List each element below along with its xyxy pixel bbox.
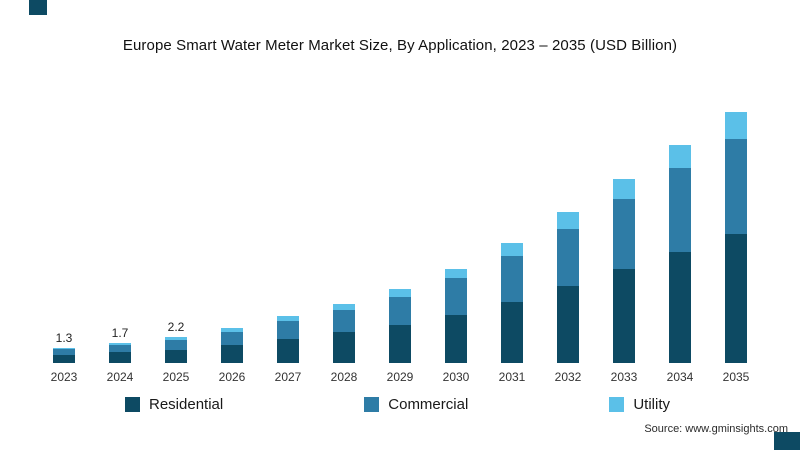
- bar-segment-residential: [501, 301, 523, 363]
- bar-column-2035: 2035: [710, 70, 762, 385]
- stacked-bar-2029: [389, 288, 411, 363]
- bar-segment-commercial: [725, 138, 747, 235]
- x-axis-label: 2033: [610, 370, 638, 384]
- x-axis-label: 2026: [218, 370, 246, 384]
- bar-segment-commercial: [389, 296, 411, 326]
- stacked-bar-2031: [501, 242, 523, 363]
- stacked-bar-2033: [613, 178, 635, 363]
- legend-label-utility: Utility: [633, 396, 670, 413]
- bar-segment-residential: [445, 314, 467, 363]
- bar-column-2024: 1.7 2024: [94, 70, 146, 385]
- x-axis-label: 2024: [106, 370, 134, 384]
- bar-column-2031: 2031: [486, 70, 538, 385]
- chart-title: Europe Smart Water Meter Market Size, By…: [122, 37, 678, 54]
- bar-column-2023: 1.3 2023: [38, 70, 90, 385]
- bar-segment-commercial: [109, 345, 131, 353]
- bar-column-2034: 2034: [654, 70, 706, 385]
- bar-segment-commercial: [445, 278, 467, 315]
- x-axis-label: 2032: [554, 370, 582, 384]
- x-axis-label: 2035: [722, 370, 750, 384]
- bar-segment-utility: [557, 212, 579, 229]
- bar-segment-utility: [109, 342, 131, 346]
- bar-segment-commercial: [165, 340, 187, 350]
- x-axis-label: 2025: [162, 370, 190, 384]
- corner-accent-bottom-right: [774, 432, 800, 450]
- source-attribution: Source: www.gminsights.com: [644, 423, 788, 435]
- bar-column-2029: 2029: [374, 70, 426, 385]
- x-axis-label: 2028: [330, 370, 358, 384]
- legend-item-utility: Utility: [609, 396, 670, 413]
- bar-value-label: 1.3: [55, 330, 73, 345]
- bar-segment-utility: [501, 242, 523, 256]
- stacked-bar-2023: [53, 347, 75, 363]
- bar-segment-residential: [725, 234, 747, 363]
- stacked-bar-2025: [165, 337, 187, 363]
- bar-column-2026: 2026: [206, 70, 258, 385]
- stacked-bar-2035: [725, 111, 747, 363]
- bar-column-2033: 2033: [598, 70, 650, 385]
- bar-segment-utility: [613, 178, 635, 200]
- stacked-bar-2034: [669, 144, 691, 363]
- bar-segment-utility: [445, 268, 467, 279]
- x-axis-label: 2034: [666, 370, 694, 384]
- bar-column-2032: 2032: [542, 70, 594, 385]
- bar-value-label: 2.2: [167, 320, 185, 334]
- stacked-bar-2028: [333, 304, 355, 363]
- bar-segment-residential: [165, 350, 187, 363]
- bar-segment-commercial: [53, 348, 75, 355]
- bar-segment-residential: [333, 332, 355, 363]
- bar-column-2028: 2028: [318, 70, 370, 385]
- legend-swatch-residential: [125, 397, 140, 412]
- bar-segment-residential: [669, 252, 691, 363]
- bar-column-2027: 2027: [262, 70, 314, 385]
- x-axis-label: 2023: [50, 370, 78, 384]
- bar-segment-commercial: [613, 199, 635, 269]
- stacked-bar-2027: [277, 315, 299, 363]
- x-axis-label: 2030: [442, 370, 470, 384]
- bar-segment-commercial: [557, 228, 579, 287]
- bar-value-label: 1.7: [111, 325, 129, 340]
- bar-segment-residential: [53, 354, 75, 363]
- bar-column-2025: 2.2 2025: [150, 70, 202, 385]
- bar-segment-commercial: [669, 168, 691, 253]
- bar-segment-residential: [389, 325, 411, 363]
- bar-segment-residential: [277, 339, 299, 363]
- legend-swatch-utility: [609, 397, 625, 412]
- bar-segment-utility: [221, 327, 243, 332]
- stacked-bar-2032: [557, 212, 579, 363]
- legend-label-residential: Residential: [149, 396, 224, 413]
- chart-legend: Residential Commercial Utility: [125, 396, 670, 413]
- stacked-bar-2030: [445, 268, 467, 363]
- legend-item-commercial: Commercial: [364, 396, 468, 413]
- legend-item-residential: Residential: [125, 396, 223, 413]
- x-axis-label: 2027: [274, 370, 302, 384]
- corner-accent-top-left: [29, 0, 47, 15]
- bar-segment-residential: [613, 268, 635, 363]
- bar-chart: 1.3 2023 1.7 2024 2.2 2025 2026 2027 2028 2029 203…: [38, 70, 762, 385]
- bar-column-2030: 2030: [430, 70, 482, 385]
- bar-segment-commercial: [221, 331, 243, 346]
- bar-segment-utility: [165, 337, 187, 340]
- stacked-bar-2026: [221, 327, 243, 363]
- bar-segment-utility: [389, 288, 411, 297]
- bar-segment-residential: [557, 286, 579, 363]
- bar-segment-utility: [669, 144, 691, 169]
- bar-segment-utility: [277, 315, 299, 322]
- bar-segment-commercial: [501, 255, 523, 302]
- bar-segment-commercial: [333, 309, 355, 333]
- legend-label-commercial: Commercial: [388, 396, 469, 413]
- bar-segment-residential: [109, 352, 131, 363]
- legend-swatch-commercial: [364, 397, 380, 412]
- bar-segment-residential: [221, 345, 243, 363]
- bar-segment-utility: [725, 111, 747, 139]
- x-axis-label: 2029: [386, 370, 414, 384]
- bar-segment-commercial: [277, 321, 299, 340]
- bar-segment-utility: [53, 347, 75, 349]
- stacked-bar-2024: [109, 342, 131, 363]
- x-axis-label: 2031: [498, 370, 526, 384]
- bar-segment-utility: [333, 304, 355, 310]
